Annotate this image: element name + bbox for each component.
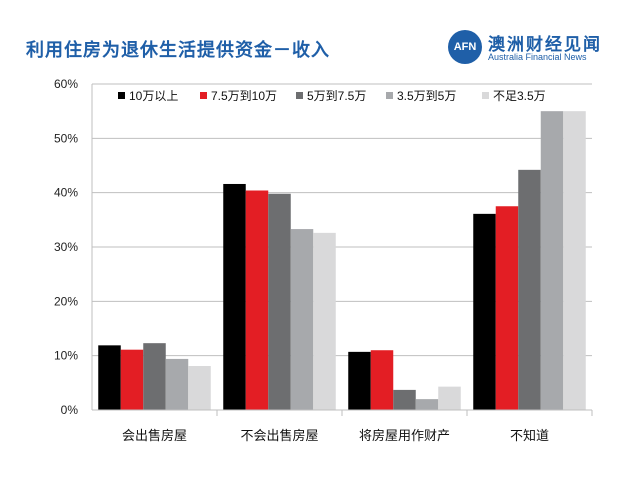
y-tick-label: 30% [54,240,78,254]
legend-swatch [296,92,303,99]
legend-label: 10万以上 [129,89,178,103]
bar [188,365,211,410]
legend-swatch [482,92,489,99]
logo-english-name: Australia Financial News [488,52,587,62]
bar [415,399,439,410]
legend-label: 不足3.5万 [493,89,546,103]
x-tick-label: 不知道 [510,428,549,443]
bar [438,386,461,410]
y-tick-label: 50% [54,131,78,145]
x-tick-label: 会出售房屋 [122,428,187,443]
bar [98,345,121,410]
bar [370,350,394,410]
bar [348,351,371,410]
bar [393,389,416,410]
bar [120,349,144,410]
legend-label: 3.5万到5万 [397,89,456,103]
y-tick-label: 40% [54,186,78,200]
legend-swatch [200,92,207,99]
bar [143,343,166,410]
bar [268,193,291,410]
chart-title: 利用住房为退休生活提供资金－收入 [26,40,330,61]
legend-label: 5万到7.5万 [307,89,366,103]
y-tick-label: 60% [54,77,78,91]
x-tick-label: 将房屋用作财产 [359,428,450,443]
bar [165,358,189,410]
bar [495,206,519,410]
x-tick-label: 不会出售房屋 [240,428,318,443]
bar [518,169,541,410]
bar [245,190,269,410]
y-tick-label: 10% [54,349,78,363]
y-tick-label: 0% [61,403,79,417]
bar [540,111,564,411]
logo-chinese-name: 澳洲财经见闻 [488,35,602,55]
y-tick-label: 20% [54,294,78,308]
logo: AFN 澳洲财经见闻 Australia Financial News [448,28,630,68]
bar [473,213,496,410]
afn-logo-icon: AFN [448,30,482,64]
legend-swatch [386,92,393,99]
bar [563,111,586,411]
bar [290,229,314,410]
legend-label: 7.5万到10万 [211,89,277,103]
bar [313,232,336,410]
bar [223,183,246,410]
legend-swatch [118,92,125,99]
